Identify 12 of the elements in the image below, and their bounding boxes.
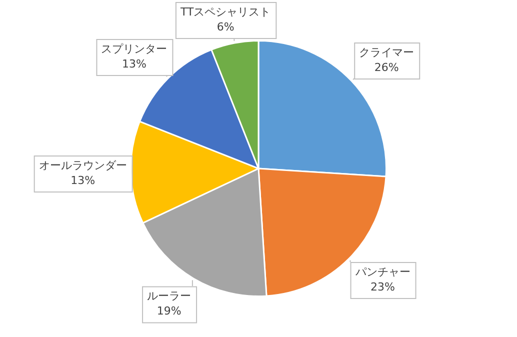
slice-label: TTスペシャリスト [179, 5, 271, 18]
data-label: 13% [122, 57, 146, 70]
slice-label: パンチャー [354, 265, 410, 278]
slice-label: クライマー [359, 46, 414, 59]
data-label: 6% [216, 20, 234, 34]
slice-label: スプリンター [101, 42, 168, 56]
data-label: 23% [370, 280, 395, 294]
data-label: 13% [70, 174, 96, 187]
slice-label: ルーラー [147, 290, 192, 303]
data-label: 26% [374, 60, 399, 74]
slice-label: オールラウンダー [38, 158, 127, 172]
data-label: 19% [156, 304, 182, 318]
